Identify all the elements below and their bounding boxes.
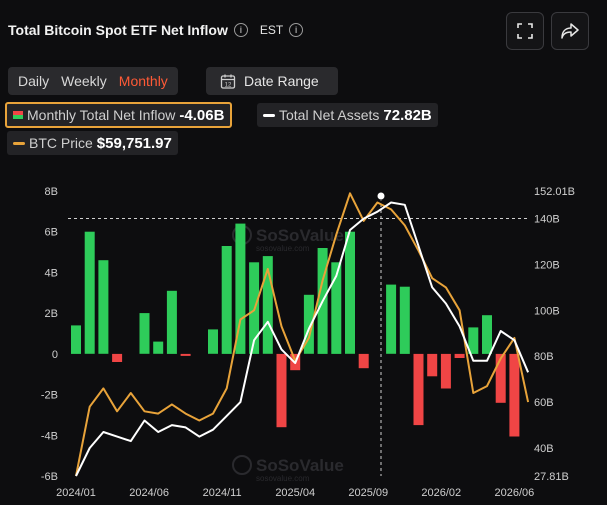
y-right-tick-label: 140B	[534, 214, 560, 226]
inflow-bar	[153, 341, 164, 354]
inflow-bar	[427, 353, 438, 377]
legend-net-assets[interactable]: Total Net Assets 72.82B	[257, 103, 438, 127]
share-icon	[561, 23, 579, 39]
inflow-bar	[495, 353, 506, 403]
y-left-tick-label: 2B	[45, 308, 58, 320]
expand-icon	[517, 23, 533, 39]
legend-net-inflow[interactable]: Monthly Total Net Inflow -4.06B	[5, 102, 233, 128]
x-tick-label: 2024/01	[56, 487, 96, 499]
inflow-bar	[482, 315, 492, 354]
y-right-tick-label: 40B	[534, 443, 554, 455]
x-tick-label: 2024/06	[129, 487, 169, 499]
legend-inflow-label: Monthly Total Net Inflow	[27, 107, 176, 123]
tab-daily[interactable]: Daily	[18, 73, 50, 89]
y-left-tick-label: 6B	[45, 227, 58, 239]
inflow-bar	[399, 286, 410, 354]
x-tick-label: 2024/11	[203, 487, 242, 499]
legend-assets-value: 72.82B	[383, 106, 432, 124]
legend-btc-price[interactable]: BTC Price $59,751.97	[7, 131, 178, 155]
info-icon[interactable]: i	[233, 23, 248, 37]
price-swatch	[13, 141, 25, 145]
inflow-bar	[454, 353, 465, 358]
inflow-bar	[468, 327, 479, 354]
calendar-day-text: 12	[225, 83, 232, 89]
y-left-tick-label: 8B	[45, 186, 58, 198]
y-right-tick-label: 152.01B	[534, 186, 575, 198]
y-right-tick-label: 120B	[534, 260, 560, 272]
inflow-bar	[84, 231, 95, 354]
chart-title: Total Bitcoin Spot ETF Net Inflow	[8, 22, 228, 38]
inflow-bar	[358, 353, 369, 369]
x-tick-label: 2026/06	[495, 487, 535, 499]
chart-lines	[75, 191, 530, 477]
hover-marker	[376, 191, 386, 201]
net-assets-line	[75, 201, 530, 477]
watermark-name: SoSoValue	[256, 456, 344, 475]
inflow-bar	[235, 223, 246, 354]
tab-weekly[interactable]: Weekly	[61, 73, 107, 89]
inflow-bar	[276, 353, 287, 428]
x-tick-label: 2025/09	[348, 487, 388, 499]
watermark-logo-icon	[232, 455, 252, 475]
watermarks: SoSoValuesosovalue.comSoSoValuesosovalue…	[232, 225, 344, 483]
inflow-bar	[112, 353, 123, 362]
y-left-tick-label: -6B	[41, 471, 58, 483]
inflow-swatch	[13, 111, 23, 119]
inflow-bar	[331, 262, 342, 354]
tab-monthly[interactable]: Monthly	[118, 73, 168, 89]
btc-price-line	[75, 192, 530, 477]
calendar-icon: 12	[220, 74, 236, 89]
watermark-sub: sosovalue.com	[256, 474, 310, 483]
inflow-bar	[413, 353, 424, 426]
inflow-bar	[180, 353, 191, 356]
inflow-bar	[166, 290, 177, 354]
inflow-bar	[139, 313, 150, 354]
inflow-bar	[303, 294, 314, 354]
inflow-bar	[208, 329, 218, 354]
y-left-tick-label: 4B	[45, 267, 58, 279]
legend-inflow-value: -4.06B	[179, 106, 225, 124]
inflow-bar	[509, 353, 520, 437]
inflow-bar	[386, 284, 397, 354]
y-right-tick-label: 27.81B	[534, 471, 569, 483]
watermark-sub: sosovalue.com	[256, 244, 310, 253]
inflow-bar	[440, 353, 451, 389]
y-right-tick-label: 60B	[534, 397, 554, 409]
y-left-tick-label: -4B	[41, 430, 58, 442]
y-left-tick-label: -2B	[41, 390, 58, 402]
y-right-tick-label: 100B	[534, 305, 560, 317]
interval-tabs: Daily Weekly Monthly	[8, 67, 178, 95]
y-left-tick-label: 0	[52, 349, 58, 361]
legend-assets-label: Total Net Assets	[279, 107, 380, 123]
watermark-name: SoSoValue	[256, 226, 344, 245]
fullscreen-button[interactable]	[506, 12, 544, 50]
timezone-info-icon[interactable]: i	[289, 23, 304, 37]
chart-grid	[68, 198, 530, 476]
inflow-bar	[71, 325, 81, 354]
timezone-label: EST	[259, 23, 284, 37]
inflow-bar	[221, 246, 232, 354]
date-range-label: Date Range	[244, 73, 319, 89]
chart-axes: 8B 6B 4B 2B 0 -2B -4B -6B 152.01B 140B 120B 100B 80B…	[41, 186, 575, 499]
x-tick-label: 2025/04	[275, 487, 315, 499]
share-button[interactable]	[551, 12, 589, 50]
assets-swatch	[263, 113, 275, 117]
x-tick-label: 2026/02	[421, 487, 461, 499]
inflow-bar	[345, 231, 355, 354]
legend-price-value: $59,751.97	[96, 134, 172, 152]
date-range-button[interactable]: 12 Date Range	[206, 67, 338, 95]
inflow-bar	[262, 256, 273, 354]
y-right-tick-label: 80B	[534, 351, 554, 363]
legend-price-label: BTC Price	[29, 135, 93, 151]
chart-header: Total Bitcoin Spot ETF Net Inflow i EST …	[8, 22, 304, 38]
inflow-bar	[98, 260, 109, 354]
